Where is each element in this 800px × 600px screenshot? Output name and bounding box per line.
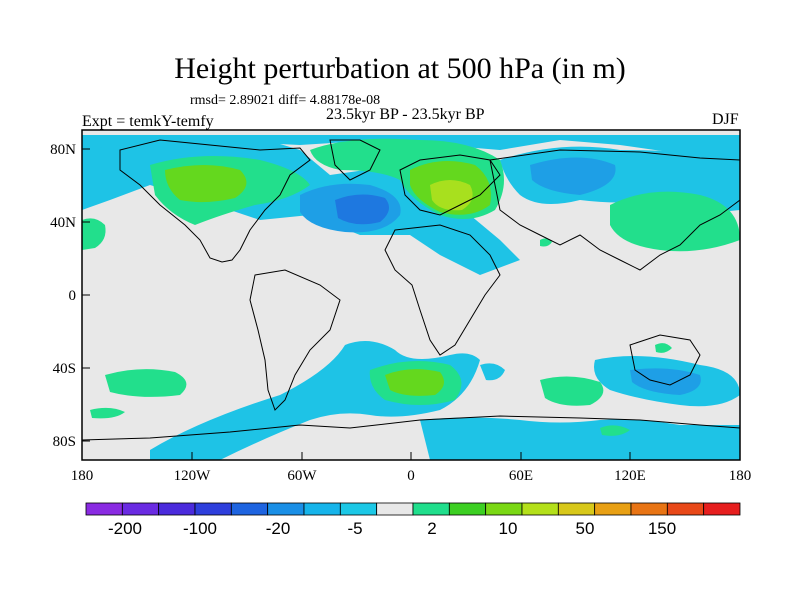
season-label: DJF — [712, 111, 739, 128]
colorbar-label-neg20: -20 — [266, 519, 291, 538]
coast-australia — [629, 334, 701, 386]
colorbar-swatch — [412, 502, 450, 516]
contour-negative-antarctic — [420, 417, 740, 460]
colorbar-swatch — [448, 502, 487, 516]
lat-label-40n: 40N — [50, 215, 76, 231]
lon-label-180w: 180 — [71, 468, 94, 484]
period-label: 23.5kyr BP - 23.5kyr BP — [326, 106, 485, 123]
colorbar-swatch — [230, 502, 269, 516]
lon-labels: 180 120W 60W 0 60E 120E 180 — [71, 468, 752, 484]
contour-positive-antarctic-small — [600, 425, 630, 436]
contour-negative-atlantic-core — [335, 194, 389, 225]
colorbar-label-150: 150 — [648, 519, 676, 538]
colorbar-swatch — [485, 502, 523, 516]
colorbar-swatch — [376, 502, 414, 516]
experiment-label: Expt = temkY-temfy — [82, 113, 214, 130]
contour-fields — [82, 135, 740, 460]
coast-asia — [489, 149, 740, 271]
colorbar-swatch — [594, 502, 632, 516]
coast-europe — [399, 154, 501, 216]
contour-positive-south-small-1 — [90, 407, 125, 419]
contour-positive-europe-core — [430, 180, 473, 211]
colorbar-swatch — [521, 502, 559, 516]
lon-ticks — [81, 452, 741, 460]
contour-positive-west-pacific — [610, 191, 740, 252]
lon-label-120w: 120W — [174, 468, 212, 484]
coast-antarctica — [82, 415, 740, 441]
contour-positive-dateline — [82, 218, 106, 250]
colorbar-swatch — [267, 502, 305, 516]
page-title: Height perturbation at 500 hPa (in m) — [174, 52, 626, 85]
coast-africa — [384, 224, 501, 356]
colorbar-swatch — [557, 502, 596, 516]
contour-negative-arctic — [82, 135, 740, 160]
colorbar-swatch — [303, 502, 341, 516]
lat-ticks — [82, 148, 90, 442]
lat-label-80s: 80S — [53, 434, 76, 450]
colorbar-label-neg100: -100 — [183, 519, 217, 538]
contour-positive-south-pacific — [105, 369, 187, 397]
colorbar-label-neg5: -5 — [347, 519, 362, 538]
coastlines — [82, 139, 740, 441]
contour-positive-south-indian — [540, 376, 604, 406]
colorbar-swatch — [194, 502, 232, 516]
colorbar-swatch — [85, 502, 123, 516]
contour-positive-small-north-africa — [540, 238, 552, 247]
contour-negative-south-atlantic-small — [480, 363, 505, 381]
lat-label-80n: 80N — [50, 142, 76, 158]
colorbar-label-neg200: -200 — [108, 519, 142, 538]
rmsd-stats: rmsd= 2.89021 diff= 4.88178e-08 — [190, 93, 381, 108]
contour-negative-south-indian-core — [630, 368, 701, 395]
lon-label-180e: 180 — [729, 468, 752, 484]
colorbar-swatch — [703, 502, 741, 516]
lon-label-120e: 120E — [614, 468, 646, 484]
lat-label-0: 0 — [69, 288, 77, 304]
lon-label-0: 0 — [407, 468, 415, 484]
colorbar — [85, 502, 741, 516]
contour-positive-north-america-core — [165, 165, 247, 203]
contour-positive-south-small-2 — [655, 343, 672, 353]
contour-negative-asia-core — [530, 157, 616, 195]
colorbar-label-50: 50 — [576, 519, 595, 538]
colorbar-swatch — [630, 502, 668, 516]
colorbar-swatch — [339, 502, 378, 516]
colorbar-swatch — [666, 502, 705, 516]
coast-north-america — [119, 139, 311, 263]
colorbar-swatch — [158, 502, 196, 516]
colorbar-label-2: 2 — [427, 519, 436, 538]
lat-label-40s: 40S — [53, 361, 76, 377]
colorbar-labels: -200 -100 -20 -5 2 10 50 150 — [108, 519, 676, 538]
coast-greenland — [329, 139, 381, 181]
lon-label-60w: 60W — [287, 468, 317, 484]
colorbar-label-10: 10 — [499, 519, 518, 538]
contour-positive-south-atlantic-core — [385, 369, 444, 396]
lon-label-60e: 60E — [509, 468, 533, 484]
coast-south-america — [249, 269, 341, 411]
lat-labels: 80N 40N 0 40S 80S — [50, 142, 76, 450]
colorbar-swatch — [121, 502, 160, 516]
